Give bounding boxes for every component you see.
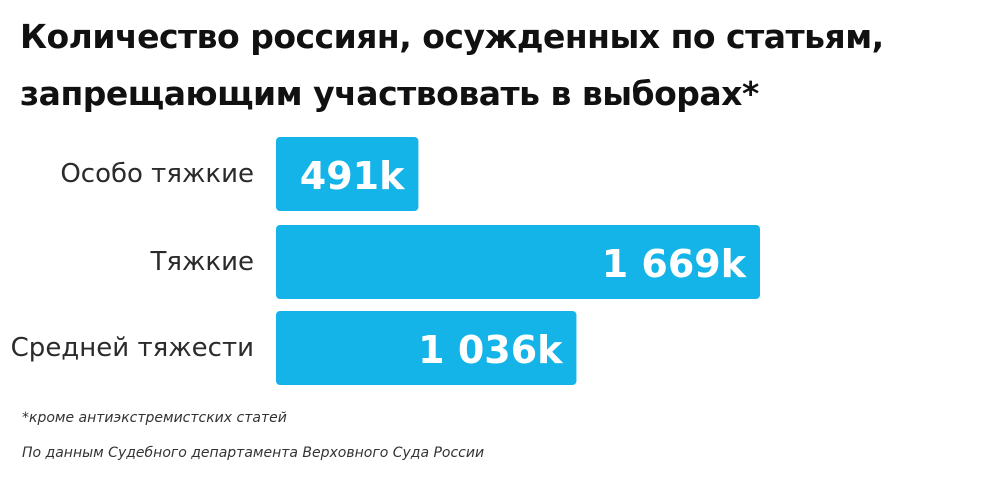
category-label: Средней тяжести: [11, 333, 254, 363]
footnote: *кроме антиэкстремистских статей: [22, 410, 287, 426]
source-note: По данным Судебного департамента Верховн…: [22, 445, 485, 461]
bar-chart: Особо тяжкие 491k Тяжкие 1 669k Средней тяже…: [11, 137, 761, 385]
category-label: Особо тяжкие: [60, 159, 254, 189]
bar: [276, 137, 419, 211]
value-label: 491k: [300, 154, 405, 198]
value-label: 1 036k: [418, 328, 563, 372]
chart-title: Количество россиян, осужденных по статья…: [20, 17, 884, 113]
value-label: 1 669k: [602, 242, 747, 286]
bar: [276, 225, 761, 299]
category-label: Тяжкие: [149, 247, 254, 277]
bar: [276, 311, 577, 385]
